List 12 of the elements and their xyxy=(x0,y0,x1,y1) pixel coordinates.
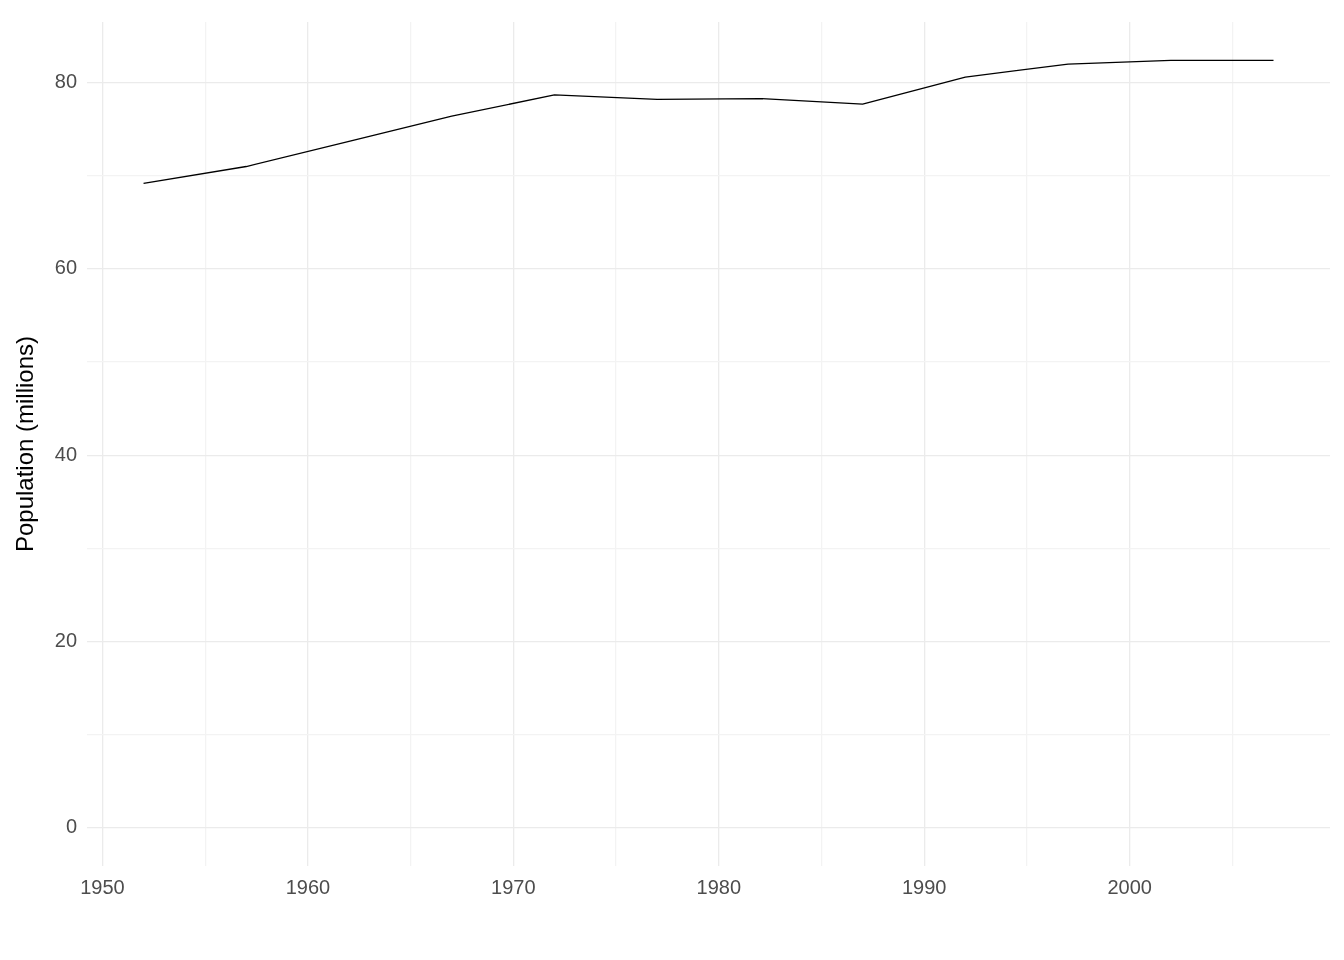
x-tick-label: 1970 xyxy=(491,875,536,898)
y-axis-title: Population (millions) xyxy=(11,335,39,553)
x-tick-label: 2000 xyxy=(1107,875,1152,898)
y-tick-label: 0 xyxy=(65,815,78,838)
x-tick-label: 1980 xyxy=(696,875,742,898)
y-tick-label: 20 xyxy=(54,628,78,651)
x-tick-label: 1960 xyxy=(285,875,331,898)
x-tick-label: 1990 xyxy=(901,875,947,898)
y-tick-label: 60 xyxy=(54,256,78,279)
y-tick-label: 40 xyxy=(54,442,78,465)
x-tick-label: 1950 xyxy=(80,875,125,898)
y-tick-label: 80 xyxy=(54,70,78,93)
